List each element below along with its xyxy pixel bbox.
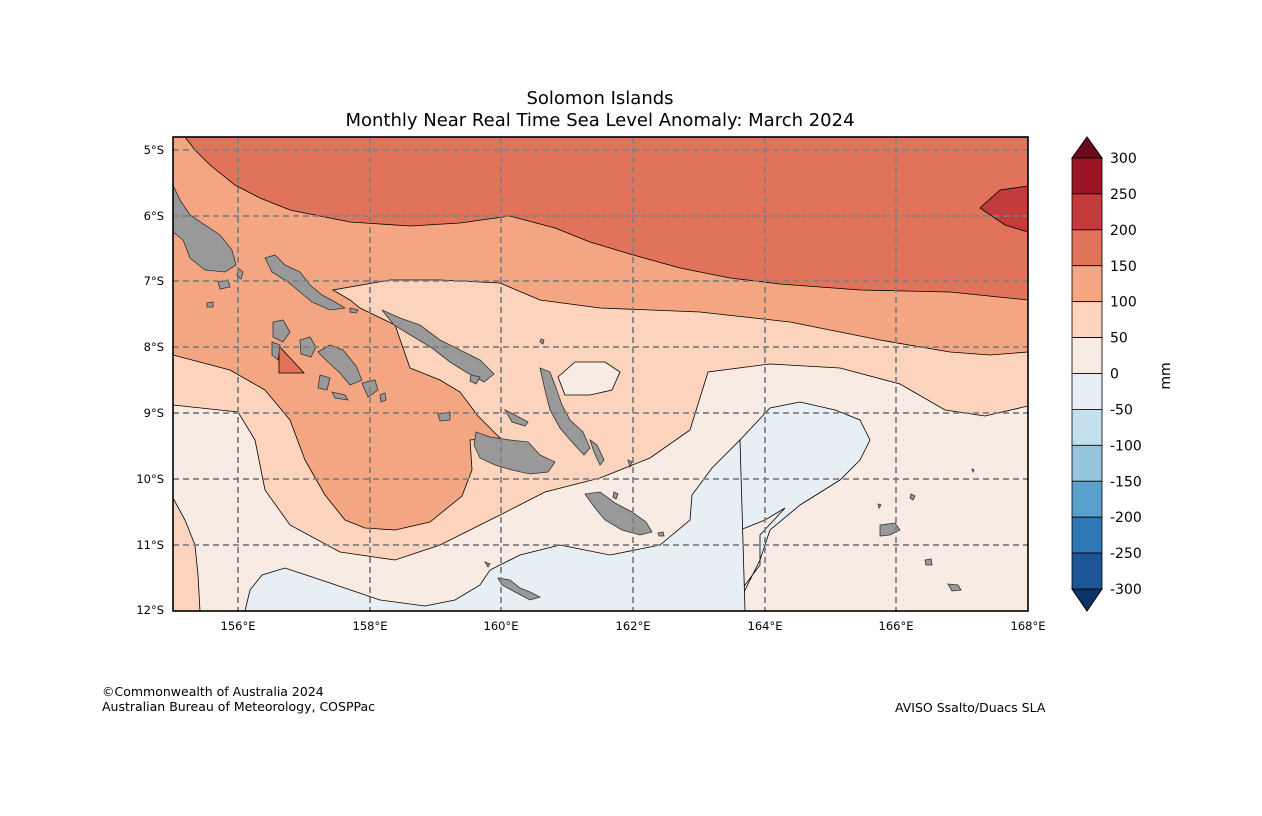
colorbar-level-label: 300 — [1110, 151, 1137, 167]
copyright-credit: ©Commonwealth of Australia 2024 Australi… — [102, 684, 375, 714]
lon-label: 162°E — [616, 619, 651, 633]
colorbar-extend-min — [1071, 588, 1103, 612]
colorbar-swatch — [1071, 409, 1103, 446]
graticule — [173, 137, 1028, 611]
colorbar-swatch — [1071, 193, 1103, 231]
map-title: Solomon Islands — [526, 88, 674, 109]
colorbar-swatch — [1071, 157, 1103, 195]
colorbar-swatch — [1071, 337, 1103, 374]
colorbar-level-label: 150 — [1110, 259, 1137, 275]
contour-150 — [184, 137, 1028, 301]
island — [331, 391, 349, 401]
colorbar-level-label: 50 — [1110, 331, 1128, 347]
colorbar-level-label: -250 — [1110, 546, 1142, 562]
island — [657, 531, 665, 537]
lat-label: 5°S — [144, 143, 164, 157]
lon-label: 168°E — [1011, 619, 1046, 633]
map-frame — [172, 136, 1029, 612]
latitude-labels: 5°S 6°S 7°S 8°S 9°S 10°S 11°S 12°S — [136, 143, 164, 617]
island — [627, 459, 633, 469]
lon-label: 160°E — [484, 619, 519, 633]
guadalcanal-island — [473, 431, 556, 475]
band-150-200 — [185, 137, 1028, 300]
colorbar-swatch — [1071, 229, 1103, 267]
lat-label: 11°S — [136, 538, 164, 552]
colorbar-level-label: -100 — [1110, 438, 1142, 454]
colorbar-level-label: -300 — [1110, 582, 1142, 598]
colorbar-labels: 300 250 200 150 100 50 0 -50 -100 -150 -200 -250 -30… — [1110, 151, 1142, 598]
lat-label: 8°S — [144, 340, 164, 354]
island — [612, 491, 619, 500]
colorbar-level-label: -150 — [1110, 474, 1142, 490]
colorbar-swatches — [1071, 157, 1103, 590]
island — [924, 558, 933, 566]
lat-label: 7°S — [144, 274, 164, 288]
colorbar-level-label: 100 — [1110, 295, 1137, 311]
contour-50 — [173, 363, 1028, 561]
island — [909, 493, 916, 501]
colorbar-swatch — [1071, 444, 1103, 482]
band-minus50-0-east — [699, 401, 871, 611]
lon-label: 158°E — [353, 619, 388, 633]
colorbar-swatch — [1071, 516, 1103, 554]
island — [947, 583, 962, 592]
colorbar-level-label: -50 — [1110, 402, 1133, 418]
florida-islands — [503, 409, 529, 427]
island — [317, 374, 331, 391]
island — [272, 319, 291, 343]
island — [484, 561, 491, 568]
colorbar-level-label: 0 — [1110, 367, 1119, 383]
island — [469, 374, 481, 385]
santa-isabel-island — [381, 309, 495, 383]
band-minus50-0-south — [244, 439, 746, 611]
bougainville-island — [173, 184, 237, 273]
colorbar-swatch — [1071, 265, 1103, 303]
copyright-line: ©Commonwealth of Australia 2024 — [102, 684, 324, 699]
small-malaita-island — [589, 438, 605, 466]
colorbar-extend-max — [1071, 136, 1103, 159]
colorbar: 300 250 200 150 100 50 0 -50 -100 -150 -200 -250 -30… — [1071, 136, 1174, 612]
band-0-50-patch — [557, 361, 621, 396]
lat-label: 12°S — [136, 603, 164, 617]
colorbar-swatch — [1071, 373, 1103, 410]
malaita-island — [539, 367, 591, 456]
longitude-labels: 156°E 158°E 160°E 162°E 164°E 166°E 168°… — [221, 619, 1046, 633]
rennell-island — [497, 577, 542, 601]
island — [379, 392, 387, 403]
lat-label: 9°S — [144, 406, 164, 420]
choiseul-island — [264, 254, 347, 311]
makira-island — [584, 491, 653, 536]
colorbar-level-label: -200 — [1110, 510, 1142, 526]
data-source-credit: AVISO Ssalto/Duacs SLA — [895, 700, 1046, 715]
colorbar-level-label: 250 — [1110, 187, 1137, 203]
lat-label: 10°S — [136, 472, 164, 486]
sea-level-anomaly-field — [173, 137, 1028, 611]
lon-label: 164°E — [748, 619, 783, 633]
contour-200 — [979, 185, 1028, 233]
colorbar-swatch — [1071, 480, 1103, 518]
colorbar-swatch — [1071, 301, 1103, 338]
santa-cruz-island — [879, 522, 901, 537]
lon-label: 166°E — [879, 619, 914, 633]
map-subtitle: Monthly Near Real Time Sea Level Anomaly… — [345, 110, 855, 131]
island — [349, 307, 359, 314]
colorbar-unit: mm — [1158, 362, 1174, 389]
band-50-100-corner — [173, 498, 200, 611]
band-150-200-patch — [278, 344, 305, 374]
lon-label: 156°E — [221, 619, 256, 633]
island — [539, 338, 545, 345]
contour-100 — [173, 279, 1028, 531]
island — [206, 301, 214, 308]
organization-line: Australian Bureau of Meteorology, COSPPa… — [102, 699, 375, 714]
island — [877, 503, 882, 509]
colorbar-level-label: 200 — [1110, 223, 1137, 239]
colorbar-swatch — [1071, 552, 1103, 590]
island — [971, 468, 975, 474]
lat-label: 6°S — [144, 209, 164, 223]
